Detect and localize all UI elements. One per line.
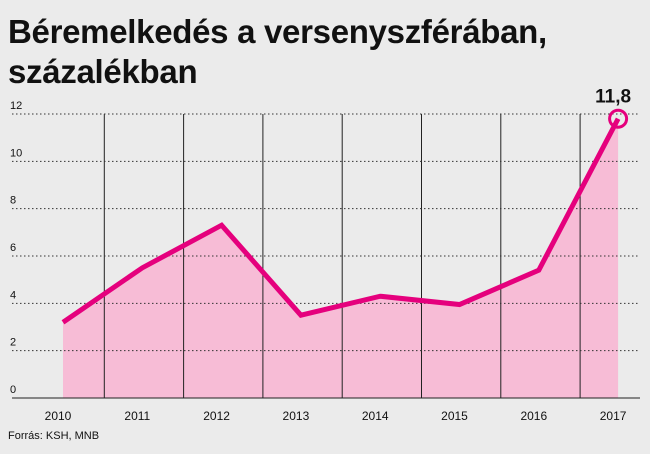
chart-title: Béremelkedés a versenyszférában, százalé… bbox=[8, 13, 547, 90]
x-tick-label: 2015 bbox=[441, 409, 468, 423]
x-tick-label: 2016 bbox=[520, 409, 547, 423]
y-tick-label: 4 bbox=[10, 289, 16, 301]
y-tick-label: 10 bbox=[10, 147, 22, 159]
x-tick-label: 2017 bbox=[600, 409, 627, 423]
y-tick-label: 0 bbox=[10, 384, 16, 396]
x-tick-label: 2012 bbox=[203, 409, 230, 423]
series-area bbox=[63, 118, 619, 398]
data-label-2017: 11,8 bbox=[595, 87, 631, 108]
series-line bbox=[61, 117, 621, 325]
y-tick-label: 6 bbox=[10, 242, 16, 254]
highlight-marker bbox=[608, 108, 629, 129]
x-tick-label: 2011 bbox=[124, 409, 150, 423]
x-tick-label: 2014 bbox=[362, 409, 389, 423]
y-tick-label: 8 bbox=[10, 195, 16, 207]
x-tick-label: 2010 bbox=[45, 409, 72, 423]
x-tick-label: 2013 bbox=[283, 409, 310, 423]
y-tick-label: 12 bbox=[10, 100, 22, 112]
y-tick-label: 2 bbox=[10, 337, 16, 349]
source-note: Forrás: KSH, MNB bbox=[8, 430, 100, 442]
